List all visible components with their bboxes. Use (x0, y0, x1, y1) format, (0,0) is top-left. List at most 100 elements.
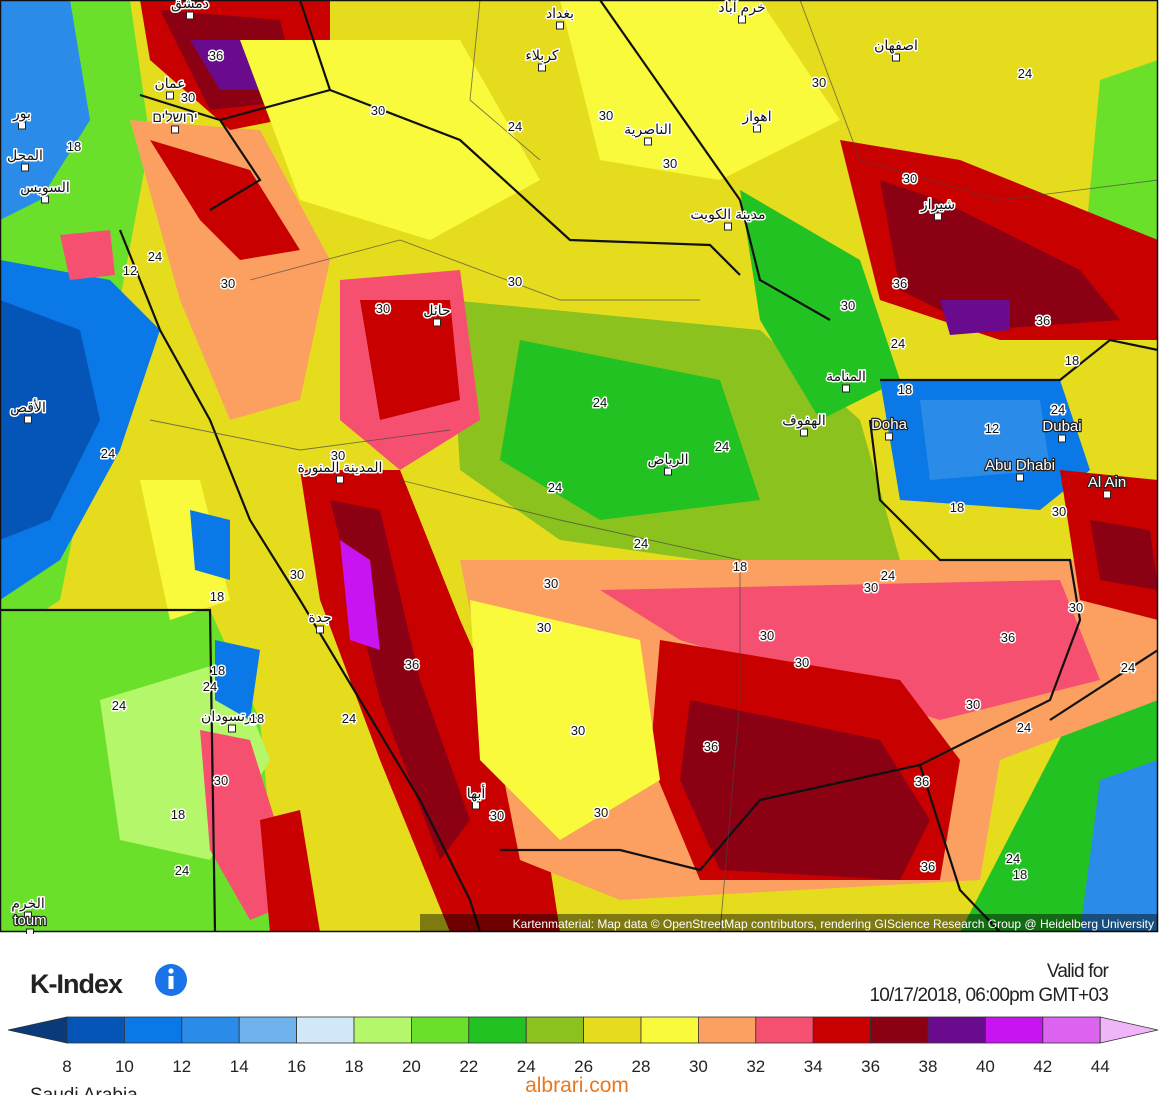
contour-label: 18 (1013, 867, 1027, 882)
watermark: albrari.com (525, 1074, 629, 1095)
city-marker (472, 801, 480, 810)
contour-label: 36 (921, 859, 935, 874)
colorbar-under (7, 1016, 68, 1044)
city-label: عمان (155, 75, 186, 91)
contour-label: 30 (795, 655, 809, 670)
city-label: بورتسودان (201, 708, 263, 725)
city-marker (24, 415, 32, 424)
contour-label: 30 (221, 276, 235, 291)
contour-label: 30 (537, 620, 551, 635)
info-icon[interactable] (155, 964, 187, 996)
colorbar-tick-label: 16 (287, 1057, 306, 1076)
contour-label: 30 (864, 580, 878, 595)
city-label: Al Ain (1088, 474, 1126, 491)
city-label: خرم آباد (718, 0, 765, 16)
contour-label: 30 (1069, 600, 1083, 615)
city-marker (41, 195, 49, 204)
colorbar-segment (181, 1016, 240, 1044)
contour-label: 24 (715, 439, 729, 454)
city-label: اصفهان (874, 37, 918, 54)
colorbar-segment (238, 1016, 297, 1044)
city-marker (24, 911, 32, 920)
contour-label: 24 (1006, 851, 1020, 866)
contour-label: 30 (290, 567, 304, 582)
contour-label: 30 (760, 628, 774, 643)
contour-label: 30 (903, 171, 917, 186)
colorbar-tick-label: 24 (517, 1057, 536, 1076)
contour-label: 24 (508, 119, 522, 134)
contour-label: 36 (209, 48, 223, 63)
colorbar-tick-label: 38 (919, 1057, 938, 1076)
colorbar-tick-label: 22 (459, 1057, 478, 1076)
contour-label: 30 (1052, 504, 1066, 519)
city-label: جدة (308, 609, 331, 625)
contour-label: 24 (203, 679, 217, 694)
city-label: المحل (7, 147, 43, 163)
contour-label: 24 (342, 711, 356, 726)
city-label: السويس (20, 179, 70, 196)
city-label: الخرم (11, 895, 45, 912)
colorbar-segment (870, 1016, 929, 1044)
contour-label: 18 (171, 807, 185, 822)
colorbar-tick-label: 20 (402, 1057, 421, 1076)
colorbar-segment (296, 1016, 355, 1044)
contour-label: 24 (1051, 402, 1065, 417)
colorbar-segment (640, 1016, 699, 1044)
colorbar-tick-label: 8 (62, 1057, 71, 1076)
city-marker (433, 318, 441, 327)
contour-label: 18 (1065, 353, 1079, 368)
contour-label: 30 (663, 156, 677, 171)
city-label: toum (13, 912, 46, 929)
city-marker (21, 163, 29, 172)
city-marker (166, 91, 174, 100)
contour-label: 24 (548, 480, 562, 495)
contour-label: 36 (704, 739, 718, 754)
contour-label: 30 (214, 773, 228, 788)
attribution-bar (420, 914, 1158, 932)
city-marker (18, 121, 26, 130)
city-marker (1016, 473, 1024, 482)
colorbar-segment (755, 1016, 814, 1044)
contour-label: 24 (891, 336, 905, 351)
city-marker (842, 384, 850, 393)
city-marker (316, 625, 324, 634)
city-marker (336, 475, 344, 484)
city-label: المدينة المنورة (298, 459, 383, 476)
colorbar-tick-label: 14 (230, 1057, 249, 1076)
contour-label: 24 (112, 698, 126, 713)
city-marker (738, 15, 746, 24)
city-label: Doha (871, 416, 908, 433)
colorbar-segment (698, 1016, 757, 1044)
city-label: بور (12, 105, 31, 122)
contour-label: 24 (593, 395, 607, 410)
city-marker (892, 53, 900, 62)
city-label: ירושלים (152, 109, 197, 125)
city-marker (171, 125, 179, 134)
city-marker (664, 467, 672, 476)
city-marker (538, 63, 546, 72)
colorbar-segment (468, 1016, 527, 1044)
contour-label: 24 (634, 536, 648, 551)
contour-label: 30 (376, 301, 390, 316)
city-label: الناصرية (624, 121, 672, 138)
colorbar-tick-label: 34 (804, 1057, 823, 1076)
contour-label: 30 (812, 75, 826, 90)
contour-label: 30 (490, 808, 504, 823)
contour-label: 30 (599, 108, 613, 123)
city-label: بغداد (546, 5, 574, 21)
city-marker (644, 137, 652, 146)
contour-label: 24 (101, 446, 115, 461)
contour-label: 18 (250, 711, 264, 726)
colorbar-over (1099, 1016, 1159, 1044)
contour-label: 18 (67, 139, 81, 154)
city-label: دمشق (171, 0, 209, 12)
colorbar-segment (1042, 1016, 1101, 1044)
contour-label: 18 (210, 589, 224, 604)
city-marker (228, 724, 236, 733)
city-label: حائل (423, 302, 450, 318)
contour-label: 30 (594, 805, 608, 820)
colorbar-tick-label: 18 (345, 1057, 364, 1076)
city-marker (753, 124, 761, 133)
colorbar-segment (353, 1016, 412, 1044)
